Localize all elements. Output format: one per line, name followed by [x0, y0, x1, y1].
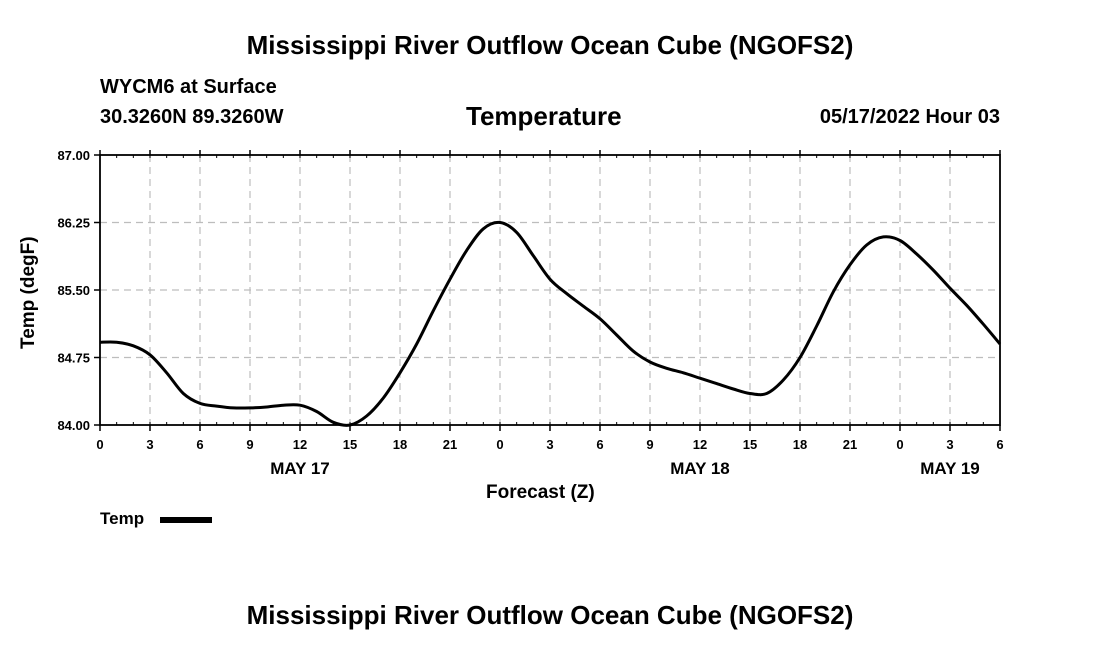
x-tick-label: 12	[293, 437, 307, 452]
legend-label: Temp	[100, 509, 145, 528]
x-tick-label: 9	[646, 437, 653, 452]
y-tick-label: 85.50	[57, 283, 90, 298]
x-tick-label: 18	[393, 437, 407, 452]
x-tick-label: 15	[343, 437, 357, 452]
x-tick-label: 3	[546, 437, 553, 452]
x-tick-label: 0	[496, 437, 503, 452]
y-tick-label: 84.00	[57, 418, 90, 433]
x-tick-label: 3	[946, 437, 953, 452]
x-tick-label: 6	[596, 437, 603, 452]
x-tick-label: 0	[96, 437, 103, 452]
x-tick-label: 0	[896, 437, 903, 452]
x-tick-label: 21	[443, 437, 457, 452]
coordinates-label: 30.3260N 89.3260W	[100, 106, 284, 128]
page-title: Mississippi River Outflow Ocean Cube (NG…	[246, 30, 854, 60]
y-tick-label: 84.75	[57, 351, 90, 366]
date-label: MAY 18	[670, 459, 730, 478]
x-tick-label: 21	[843, 437, 857, 452]
y-axis-label: Temp (degF)	[18, 236, 39, 349]
x-tick-label: 18	[793, 437, 807, 452]
datetime-label: 05/17/2022 Hour 03	[819, 106, 1000, 128]
x-tick-label: 12	[693, 437, 707, 452]
date-label: MAY 17	[270, 459, 330, 478]
x-tick-label: 3	[146, 437, 153, 452]
x-tick-label: 15	[743, 437, 757, 452]
station-label: WYCM6 at Surface	[100, 76, 277, 98]
chart-title: Temperature	[466, 101, 622, 131]
x-tick-label: 6	[196, 437, 203, 452]
legend-swatch	[160, 517, 212, 523]
x-tick-label: 9	[246, 437, 253, 452]
y-tick-label: 86.25	[57, 216, 90, 231]
x-tick-label: 6	[996, 437, 1003, 452]
date-label: MAY 19	[920, 459, 980, 478]
series-line-temp	[99, 220, 1002, 427]
y-tick-label: 87.00	[57, 148, 90, 163]
page-title-bottom: Mississippi River Outflow Ocean Cube (NG…	[246, 600, 854, 630]
plot-frame	[99, 154, 1001, 426]
x-axis-label: Forecast (Z)	[486, 482, 595, 503]
